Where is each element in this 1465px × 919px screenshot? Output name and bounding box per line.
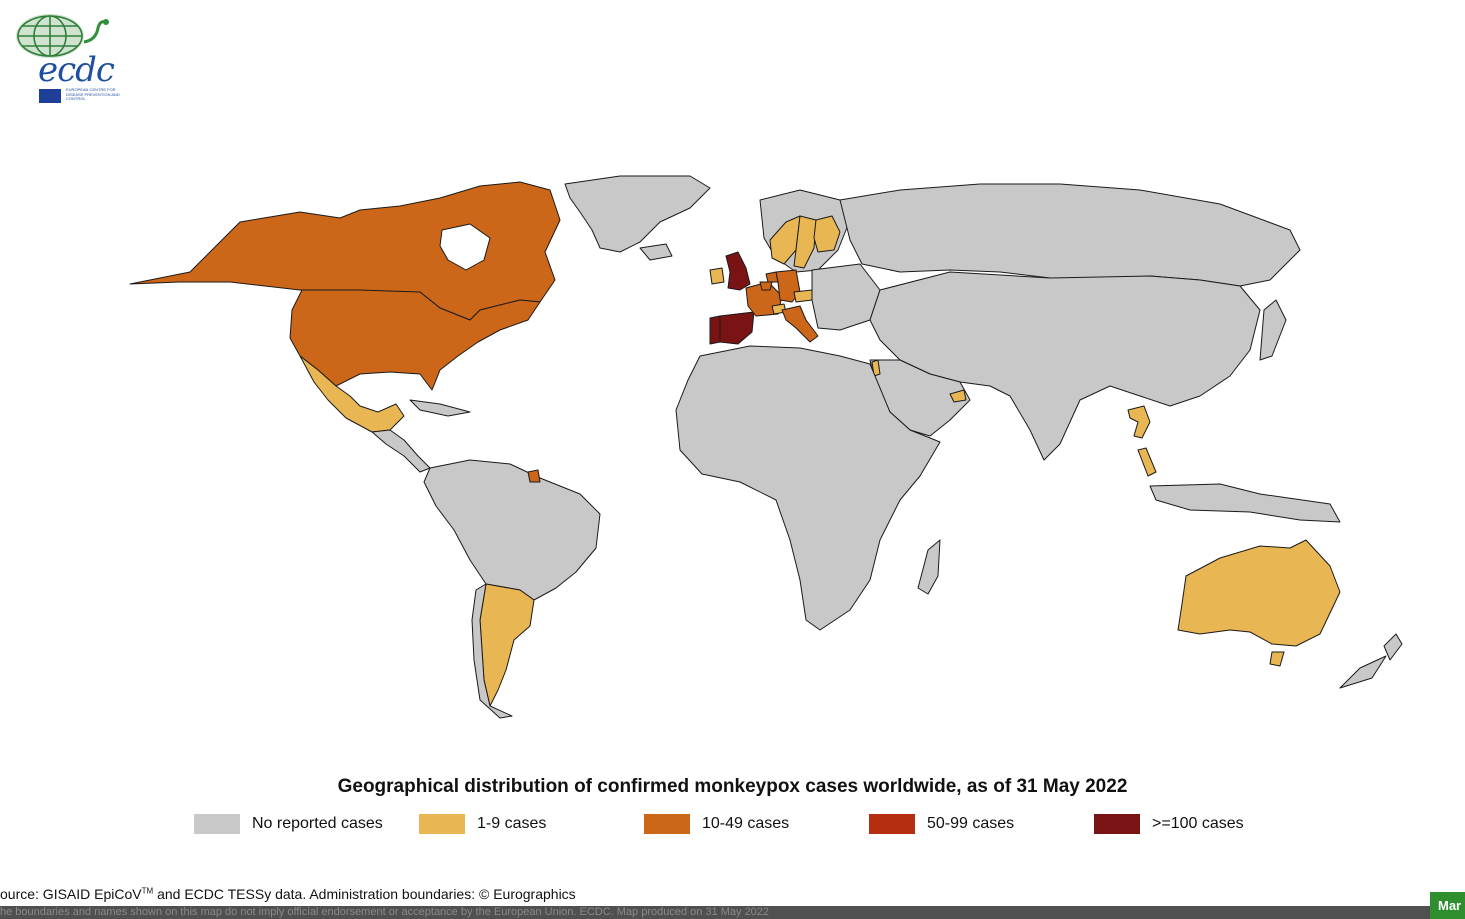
- region-italy[interactable]: [781, 305, 819, 343]
- source-prefix: ource: GISAID EpiCoV: [0, 886, 142, 902]
- source-note: ource: GISAID EpiCoVTM and ECDC TESSy da…: [0, 886, 576, 902]
- region-finland[interactable]: [813, 215, 841, 253]
- region-mexico[interactable]: [299, 355, 405, 433]
- hudson-bay: [439, 223, 491, 271]
- legend-item-50-99: 50-99 cases: [869, 813, 1014, 835]
- region-australia[interactable]: [1177, 539, 1341, 647]
- globe-icon: [16, 14, 109, 58]
- region-spain[interactable]: [719, 311, 755, 345]
- region-indonesia: [1149, 483, 1341, 523]
- region-malaysia[interactable]: [1137, 447, 1157, 477]
- disclaimer-bar: he boundaries and names shown on this ma…: [0, 906, 1465, 919]
- disclaimer-text: he boundaries and names shown on this ma…: [0, 906, 770, 918]
- legend-swatch: [644, 814, 690, 834]
- region-chile: [471, 583, 513, 719]
- region-new-zealand: [1339, 633, 1403, 689]
- region-africa: [675, 345, 941, 631]
- region-japan: [1259, 299, 1287, 361]
- legend-label: 10-49 cases: [702, 815, 790, 832]
- world-map: [129, 175, 1403, 719]
- legend-label: No reported cases: [252, 815, 383, 832]
- region-central-america: [371, 429, 431, 473]
- legend-swatch: [194, 814, 240, 834]
- eu-flag-icon: [39, 89, 61, 103]
- region-argentina[interactable]: [479, 583, 535, 707]
- legend-swatch: [419, 814, 465, 834]
- source-suffix: and ECDC TESSy data. Administration boun…: [153, 886, 576, 902]
- region-ireland[interactable]: [709, 267, 725, 285]
- region-greenland: [564, 175, 711, 253]
- region-cuba: [409, 399, 471, 417]
- legend-item-no-reported: No reported cases: [194, 813, 383, 835]
- region-eastern-europe: [811, 263, 881, 331]
- ecdc-wordmark: ecdc: [38, 50, 115, 90]
- legend-label: 50-99 cases: [927, 815, 1015, 832]
- region-russia: [839, 183, 1301, 287]
- region-czechia[interactable]: [793, 289, 813, 303]
- legend-swatch: [869, 814, 915, 834]
- trademark-mark: TM: [141, 886, 154, 896]
- ecdc-organisation-name: EUROPEAN CENTRE FOR DISEASE PREVENTION A…: [66, 87, 120, 101]
- region-french-guiana[interactable]: [527, 469, 541, 483]
- legend-swatch: [1094, 814, 1140, 834]
- region-uae[interactable]: [949, 389, 967, 403]
- region-united-states[interactable]: [289, 289, 541, 391]
- map-legend: No reported cases 1-9 cases 10-49 cases …: [0, 813, 1465, 837]
- legend-item-10-49: 10-49 cases: [644, 813, 789, 835]
- region-belgium[interactable]: [759, 281, 773, 291]
- region-united-kingdom[interactable]: [725, 251, 751, 291]
- region-madagascar: [917, 539, 941, 595]
- region-south-america: [423, 459, 601, 601]
- legend-label: 1-9 cases: [477, 815, 547, 832]
- region-thailand[interactable]: [1127, 405, 1151, 439]
- region-iceland: [639, 243, 673, 261]
- legend-label: >=100 cases: [1152, 815, 1244, 832]
- region-portugal[interactable]: [709, 315, 721, 345]
- legend-item-1-9: 1-9 cases: [419, 813, 546, 835]
- legend-item-100-plus: >=100 cases: [1094, 813, 1244, 835]
- map-title: Geographical distribution of confirmed m…: [337, 776, 1128, 797]
- corner-tab[interactable]: Mar: [1430, 892, 1465, 919]
- region-tasmania[interactable]: [1269, 651, 1285, 667]
- ecdc-logo: ecdc EUROPEAN CENTRE FOR DISEASE PREVENT…: [14, 12, 132, 106]
